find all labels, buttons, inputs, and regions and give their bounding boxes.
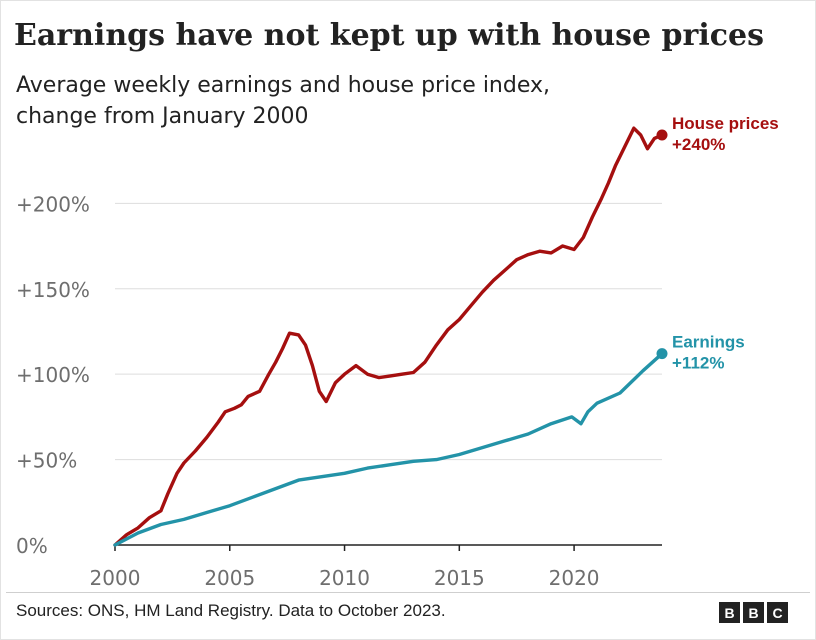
earnings-label-value: +112% bbox=[672, 354, 724, 373]
bbc-logo: B B C bbox=[719, 602, 788, 623]
subtitle-line-2: change from January 2000 bbox=[16, 104, 309, 129]
earnings-line bbox=[113, 352, 664, 547]
y-tick-label: +200% bbox=[16, 192, 90, 216]
house-prices-label-name: House prices bbox=[672, 114, 779, 133]
x-tick-label: 2000 bbox=[90, 566, 141, 590]
bbc-logo-letter: B bbox=[719, 602, 740, 623]
y-tick-label: 0% bbox=[16, 534, 48, 558]
x-tick-label: 2005 bbox=[204, 566, 255, 590]
y-tick-label: +100% bbox=[16, 363, 90, 387]
earnings-end-point bbox=[656, 348, 668, 360]
line-chart: 0% +50% +100% +150% +200% 2000 2005 2010 2015 202… bbox=[16, 114, 779, 590]
footer-divider bbox=[6, 592, 810, 593]
x-tick-label: 2015 bbox=[434, 566, 485, 590]
source-note: Sources: ONS, HM Land Registry. Data to … bbox=[16, 601, 446, 620]
earnings-label-name: Earnings bbox=[672, 333, 745, 352]
house-prices-end-point bbox=[656, 129, 668, 141]
chart-subtitle: Average weekly earnings and house price … bbox=[16, 70, 716, 132]
house-prices-label-value: +240% bbox=[672, 135, 725, 154]
chart-title: Earnings have not kept up with house pri… bbox=[14, 18, 764, 53]
x-tick-label: 2010 bbox=[319, 566, 370, 590]
house-prices-line bbox=[113, 126, 664, 547]
subtitle-line-1: Average weekly earnings and house price … bbox=[16, 73, 551, 98]
bbc-logo-letter: C bbox=[767, 602, 788, 623]
bbc-logo-letter: B bbox=[743, 602, 764, 623]
x-tick-label: 2020 bbox=[549, 566, 600, 590]
y-tick-label: +50% bbox=[16, 449, 77, 473]
y-tick-label: +150% bbox=[16, 278, 90, 302]
